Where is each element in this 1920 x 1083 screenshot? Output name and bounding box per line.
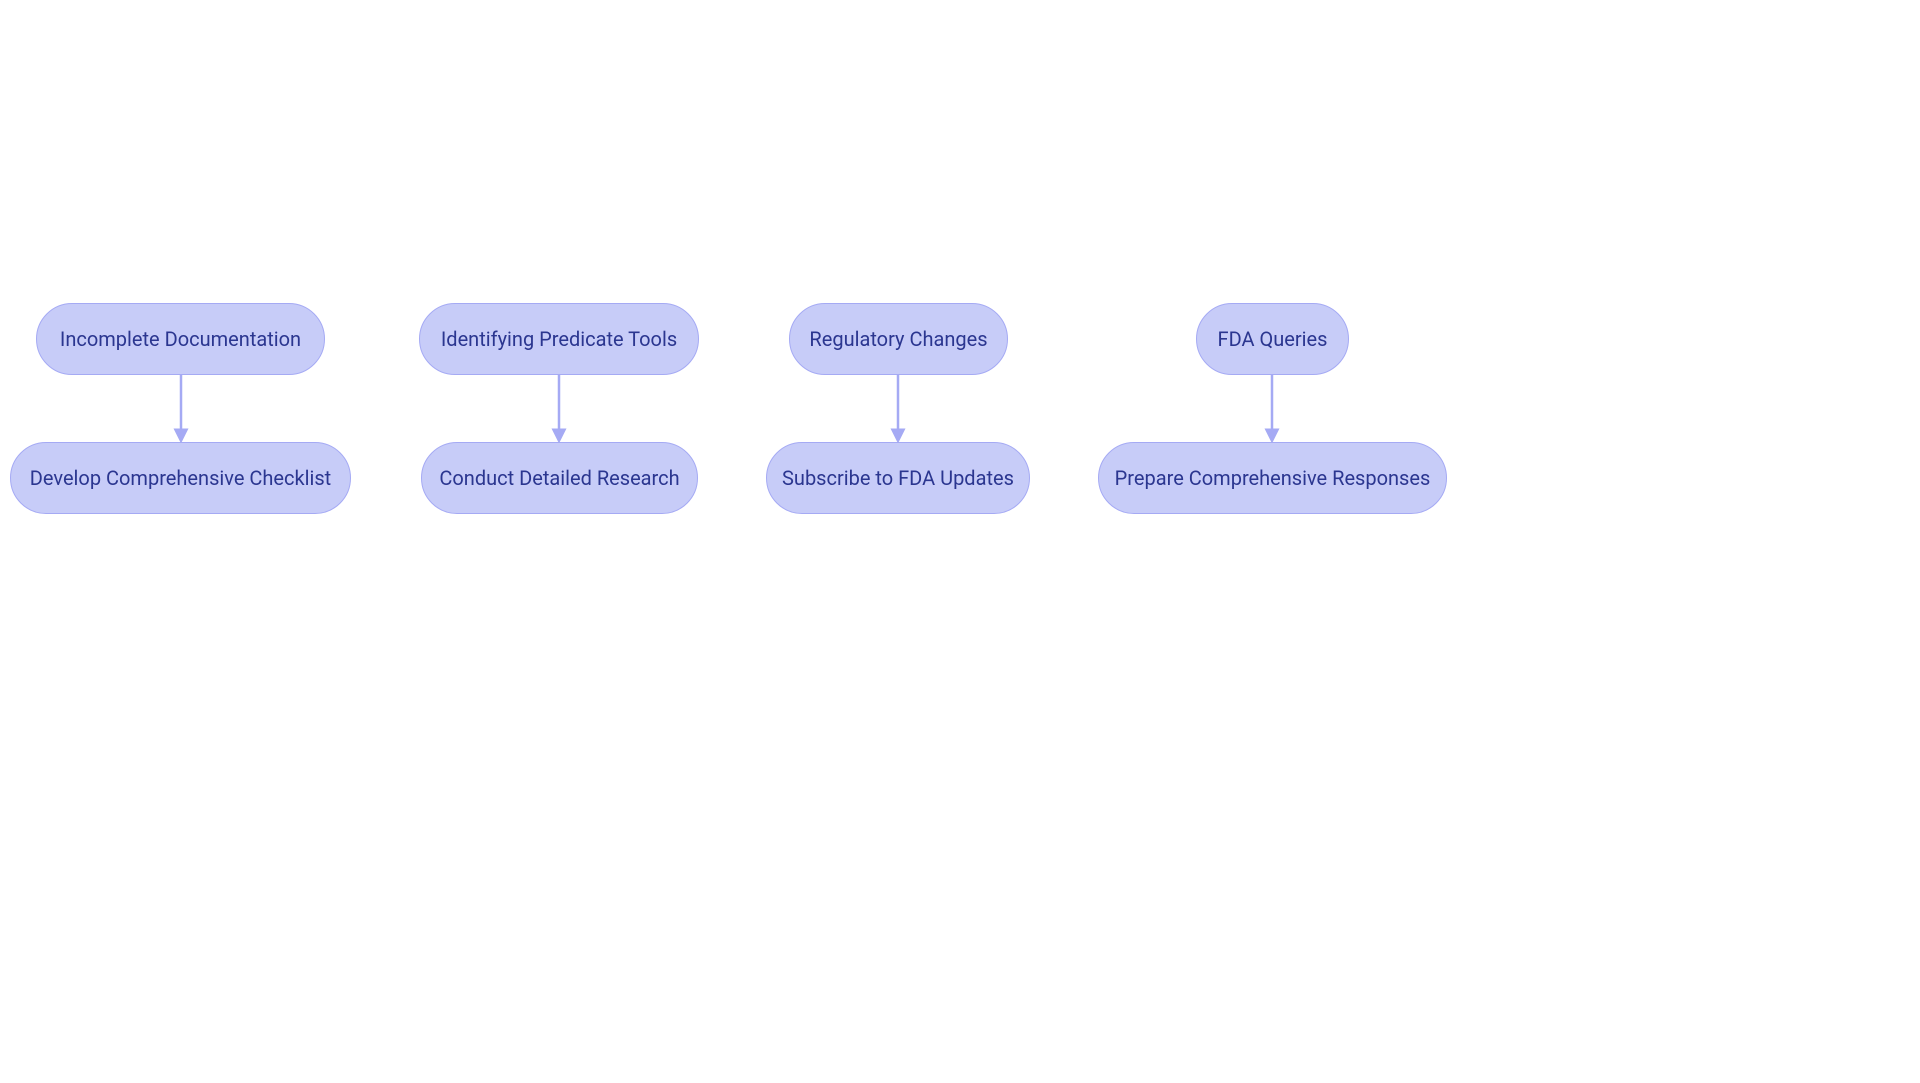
flow-node: Identifying Predicate Tools: [419, 303, 699, 375]
flow-node: Conduct Detailed Research: [421, 442, 698, 514]
flow-node: Subscribe to FDA Updates: [766, 442, 1030, 514]
flow-node: Regulatory Changes: [789, 303, 1008, 375]
flow-arrow: [886, 375, 910, 442]
flow-node: FDA Queries: [1196, 303, 1349, 375]
flow-node: Develop Comprehensive Checklist: [10, 442, 351, 514]
flow-arrow: [547, 375, 571, 442]
flow-node: Prepare Comprehensive Responses: [1098, 442, 1447, 514]
flow-node: Incomplete Documentation: [36, 303, 325, 375]
flow-arrow: [1260, 375, 1284, 442]
flow-arrow: [169, 375, 193, 442]
